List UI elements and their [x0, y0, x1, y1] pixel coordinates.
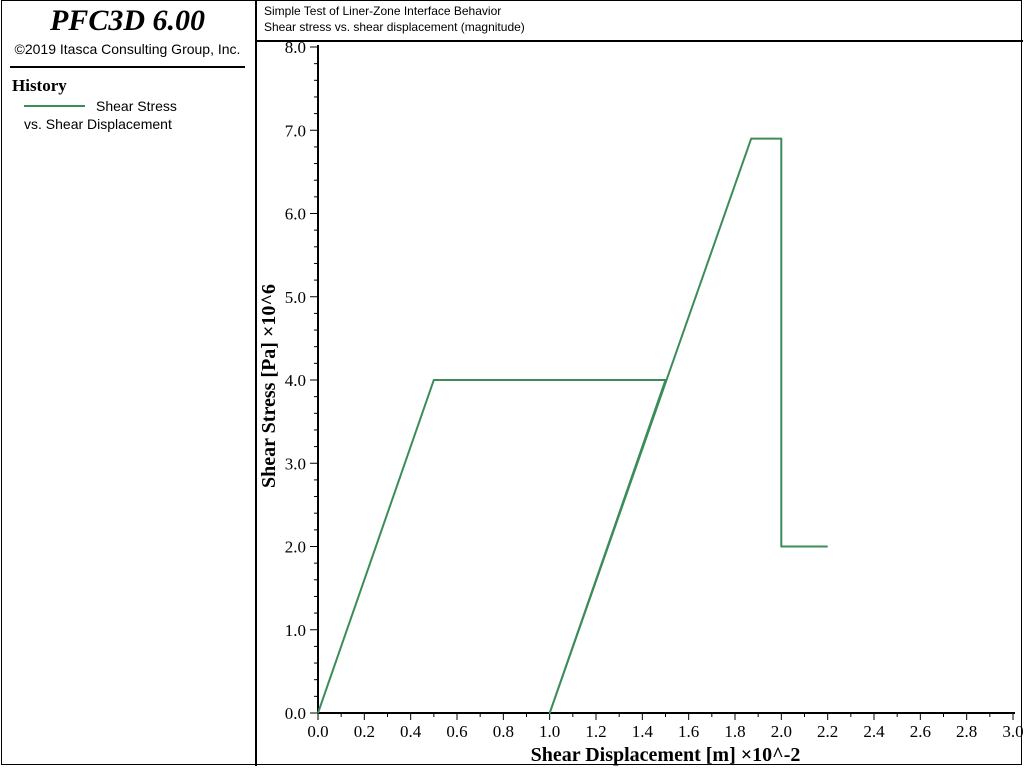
x-tick-label: 2.0: [771, 722, 792, 741]
y-tick-label: 2.0: [285, 538, 306, 557]
x-tick-label: 0.8: [493, 722, 514, 741]
plot-title: Simple Test of Liner-Zone Interface Beha…: [264, 4, 502, 18]
x-tick-label: 1.2: [585, 722, 606, 741]
y-axis-title: Shear Stress [Pa] ×10^6: [258, 284, 280, 488]
tick-labels: 0.0 0.2 0.4 0.6 0.8 1.0 1.2 1.4 1.6 1.8 2.0 2.2 2.4 2…: [285, 38, 1024, 741]
legend-label-line2: vs. Shear Displacement: [24, 116, 172, 132]
sidebar-divider: [10, 66, 245, 68]
x-tick-label: 1.6: [678, 722, 699, 741]
y-tick-label: 1.0: [285, 621, 306, 640]
ticks: [310, 46, 1014, 720]
header-divider: [256, 40, 1023, 42]
legend-heading: History: [12, 76, 67, 95]
copyright-text: ©2019 Itasca Consulting Group, Inc.: [14, 41, 241, 57]
x-tick-label: 0.4: [400, 722, 422, 741]
x-tick-label: 2.2: [817, 722, 838, 741]
x-tick-label: 0.0: [307, 722, 328, 741]
x-tick-label: 3.0: [1002, 722, 1023, 741]
x-tick-label: 1.0: [539, 722, 560, 741]
x-axis-title: Shear Displacement [m] ×10^-2: [531, 744, 801, 766]
panel-divider: [255, 0, 257, 766]
y-tick-label: 4.0: [285, 371, 306, 390]
legend-label-line1: Shear Stress: [96, 98, 177, 114]
series-layer: [317, 137, 828, 714]
x-tick-label: 1.4: [632, 722, 654, 741]
app-title: PFC3D 6.00: [49, 4, 205, 37]
x-tick-label: 1.8: [724, 722, 745, 741]
x-tick-label: 0.2: [354, 722, 375, 741]
x-tick-label: 2.4: [863, 722, 885, 741]
y-tick-label: 0.0: [285, 704, 306, 723]
legend-swatch: [24, 105, 85, 107]
plot-subtitle: Shear stress vs. shear displacement (mag…: [264, 20, 525, 34]
series-line: [317, 137, 828, 714]
x-tick-label: 2.8: [956, 722, 977, 741]
x-tick-label: 0.6: [446, 722, 467, 741]
y-tick-label: 8.0: [285, 38, 306, 57]
x-tick-label: 2.6: [910, 722, 931, 741]
y-tick-label: 7.0: [285, 121, 306, 140]
y-tick-label: 5.0: [285, 288, 306, 307]
y-tick-label: 3.0: [285, 454, 306, 473]
y-tick-label: 6.0: [285, 205, 306, 224]
